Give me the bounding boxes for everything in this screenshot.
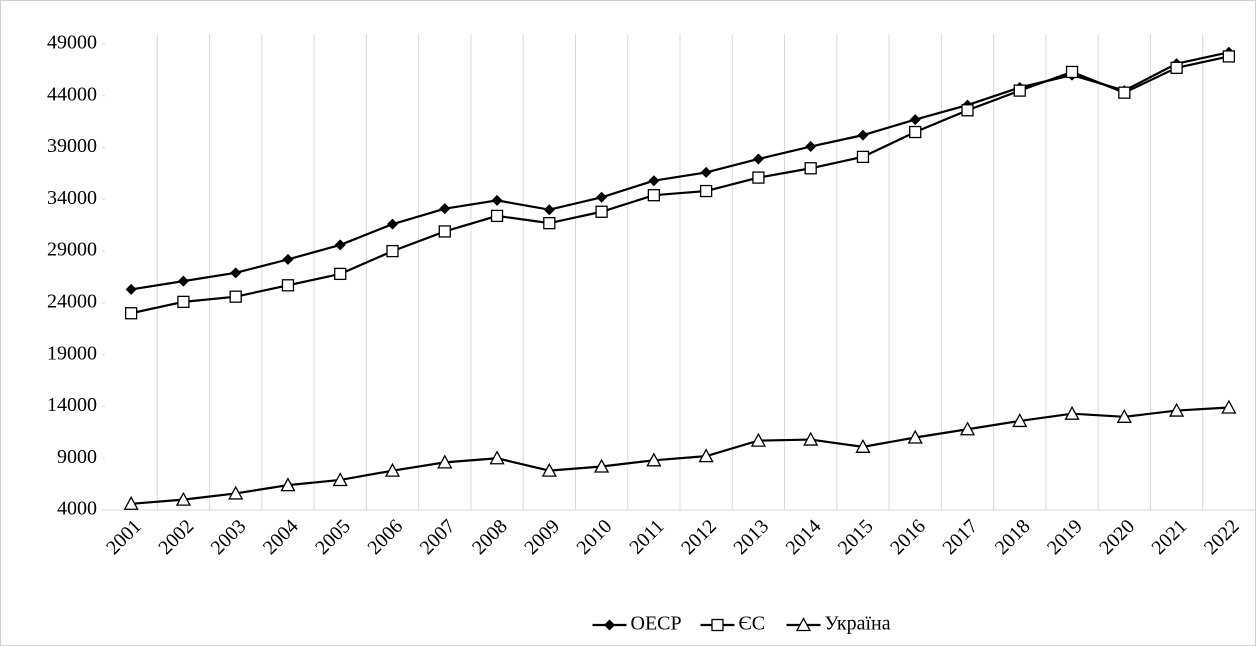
marker	[437, 454, 453, 469]
marker	[281, 279, 295, 292]
marker	[541, 462, 557, 477]
marker	[228, 485, 244, 500]
y-tick-label: 39000	[47, 135, 97, 157]
marker	[123, 495, 139, 510]
marker	[490, 209, 504, 223]
series-line	[130, 55, 1230, 315]
marker	[1064, 405, 1080, 420]
marker	[438, 225, 451, 238]
marker	[593, 458, 610, 473]
y-tick-label: 49000	[47, 32, 97, 54]
marker	[961, 104, 974, 117]
marker	[698, 448, 714, 463]
y-tick-label: 34000	[47, 187, 97, 209]
y-tick-label: 4000	[57, 498, 97, 520]
marker	[491, 194, 503, 206]
marker	[959, 421, 976, 436]
marker	[332, 472, 348, 487]
marker	[125, 283, 137, 295]
marker	[1116, 408, 1132, 423]
marker	[334, 267, 347, 281]
marker	[386, 244, 399, 258]
marker	[711, 618, 724, 632]
series-line	[131, 406, 1229, 505]
y-tick-label: 24000	[47, 290, 97, 312]
marker	[804, 162, 817, 175]
marker	[439, 203, 451, 215]
marker	[543, 217, 556, 230]
marker	[909, 125, 922, 139]
marker	[282, 253, 294, 265]
y-tick-label: 14000	[47, 394, 97, 416]
marker	[387, 218, 398, 230]
marker	[699, 184, 713, 198]
marker	[750, 432, 767, 447]
marker	[648, 175, 660, 187]
marker	[604, 619, 615, 631]
marker	[543, 204, 555, 216]
marker	[855, 438, 871, 453]
legend-label: ЄС	[739, 613, 766, 635]
marker	[334, 239, 346, 251]
marker	[857, 129, 869, 141]
legend-label: ОЕСР	[631, 613, 682, 635]
marker	[752, 171, 765, 184]
marker	[177, 275, 189, 287]
marker	[1168, 402, 1185, 417]
marker	[1013, 84, 1026, 97]
y-tick-label: 19000	[47, 342, 97, 364]
marker	[795, 617, 812, 632]
marker	[124, 307, 138, 320]
marker	[752, 153, 764, 165]
marker	[280, 477, 296, 492]
marker	[177, 295, 190, 309]
marker	[230, 267, 242, 279]
marker	[175, 491, 192, 506]
marker	[909, 114, 921, 126]
marker	[907, 429, 923, 444]
marker	[805, 141, 817, 153]
marker	[1221, 399, 1237, 414]
marker	[595, 205, 608, 218]
y-tick-label: 29000	[47, 239, 97, 261]
y-tick-label: 44000	[47, 83, 97, 105]
marker	[803, 431, 819, 446]
marker	[1012, 413, 1028, 428]
marker	[700, 166, 712, 178]
y-tick-label: 9000	[57, 446, 97, 468]
marker	[1065, 65, 1079, 79]
marker	[596, 191, 608, 203]
marker	[384, 462, 401, 477]
marker	[489, 450, 505, 465]
marker	[1170, 61, 1183, 74]
marker	[646, 452, 662, 467]
legend-label: Україна	[825, 613, 891, 635]
marker	[856, 150, 870, 164]
marker	[1118, 86, 1131, 99]
marker	[229, 290, 242, 303]
marker	[647, 189, 661, 202]
marker	[1222, 50, 1236, 63]
